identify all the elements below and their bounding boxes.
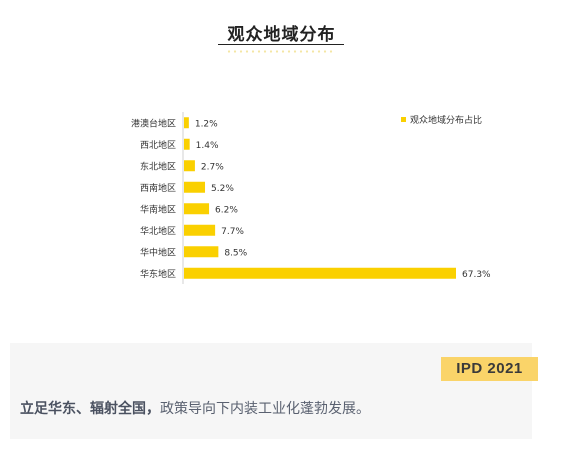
- caption-emphasis: 立足华东、辐射全国，: [20, 401, 160, 417]
- bar: [184, 267, 456, 279]
- data-label: 6.2%: [215, 205, 238, 215]
- data-label: 8.5%: [224, 248, 247, 258]
- data-label: 7.7%: [221, 227, 244, 237]
- data-label: 67.3%: [462, 270, 491, 280]
- category-label: 西南地区: [140, 182, 176, 194]
- caption-text: 立足华东、辐射全国，政策导向下内装工业化蓬勃发展。: [20, 398, 370, 418]
- category-label: 华北地区: [140, 225, 176, 237]
- category-label: 东北地区: [140, 160, 176, 172]
- title-underline: [218, 44, 344, 45]
- category-label: 华中地区: [140, 246, 176, 258]
- year-badge: IPD 2021: [441, 357, 538, 381]
- bar: [184, 160, 195, 172]
- category-label: 西北地区: [140, 139, 176, 151]
- category-label: 港澳台地区: [131, 117, 176, 129]
- bar: [184, 224, 216, 236]
- chart-title: 观众地域分布: [227, 25, 336, 45]
- legend-label: 观众地域分布占比: [410, 114, 482, 126]
- data-label: 5.2%: [211, 184, 234, 194]
- data-label: 2.7%: [201, 162, 224, 172]
- bar: [184, 181, 206, 193]
- bar: [184, 203, 210, 215]
- bar: [184, 138, 190, 150]
- caption-body: 政策导向下内装工业化蓬勃发展。: [160, 401, 370, 417]
- legend-swatch: [401, 117, 406, 122]
- bar-chart: 港澳台地区 1.2% 西北地区 1.4% 东北地区 2.7% 西南地区 5.2% 华南地区 6.2…: [131, 112, 491, 284]
- bar: [184, 117, 189, 129]
- bar: [184, 246, 219, 258]
- category-label: 华东地区: [140, 268, 176, 280]
- title-dot-decoration: [226, 50, 336, 53]
- data-label: 1.2%: [195, 119, 218, 129]
- category-label: 华南地区: [140, 203, 176, 215]
- data-label: 1.4%: [196, 141, 219, 151]
